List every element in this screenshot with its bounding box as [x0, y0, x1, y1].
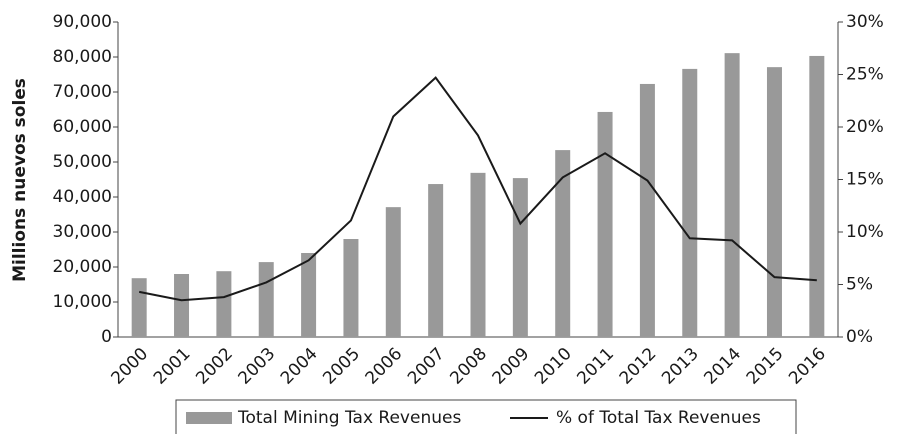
x-tick-label: 2010 [531, 344, 576, 389]
bar [512, 178, 528, 337]
y2-tick-label: 0% [846, 327, 873, 347]
bar [174, 274, 190, 337]
y2-tick-label: 25% [846, 65, 884, 85]
y2-tick-label: 10% [846, 222, 884, 242]
x-tick-label: 2016 [785, 344, 830, 389]
legend-swatch [186, 412, 232, 424]
bar [682, 68, 698, 338]
y-tick-label: 50,000 [53, 152, 112, 172]
x-tick-label: 2011 [573, 344, 618, 389]
y-tick-label: 70,000 [53, 82, 112, 102]
x-tick-label: 2006 [362, 344, 407, 389]
y-axis-label: Millions nuevos soles [10, 78, 30, 282]
x-tick-label: 2005 [319, 344, 364, 389]
bar [766, 67, 782, 338]
bar [131, 278, 147, 337]
x-tick-label: 2002 [192, 344, 237, 389]
y-tick-label: 30,000 [53, 222, 112, 242]
y-tick-label: 10,000 [53, 292, 112, 312]
x-tick-label: 2014 [700, 344, 745, 389]
y-tick-label: 40,000 [53, 187, 112, 207]
y-tick-label: 60,000 [53, 117, 112, 137]
y2-tick-label: 15% [846, 170, 884, 190]
legend-label: Total Mining Tax Revenues [237, 408, 461, 428]
x-tick-label: 2000 [108, 344, 153, 389]
y-tick-label: 80,000 [53, 47, 112, 67]
y2-tick-label: 5% [846, 275, 873, 295]
bar [258, 262, 274, 337]
x-tick-label: 2004 [277, 344, 322, 389]
line [138, 76, 817, 302]
bar [470, 172, 486, 337]
bar [809, 55, 825, 337]
bar [555, 150, 571, 337]
bar [216, 271, 232, 337]
x-tick-label: 2008 [446, 344, 491, 389]
y-tick-label: 20,000 [53, 257, 112, 277]
bar [385, 207, 401, 337]
y2-tick-label: 20% [846, 117, 884, 137]
bar [428, 184, 444, 337]
bar [639, 83, 655, 337]
x-tick-label: 2009 [489, 344, 534, 389]
x-tick-label: 2015 [743, 344, 788, 389]
y-tick-label: 90,000 [53, 12, 112, 32]
x-tick-label: 2013 [658, 344, 703, 389]
bar [597, 111, 613, 337]
x-tick-label: 2003 [235, 344, 280, 389]
x-tick-label: 2007 [404, 344, 449, 389]
x-tick-label: 2012 [616, 344, 661, 389]
y-tick-label: 0 [101, 327, 112, 347]
bar [301, 253, 317, 337]
bar [343, 239, 359, 337]
bar [724, 53, 740, 338]
legend-box [175, 399, 797, 434]
y2-tick-label: 30% [846, 12, 884, 32]
legend-label: % of Total Tax Revenues [556, 408, 761, 428]
x-tick-label: 2001 [150, 344, 195, 389]
